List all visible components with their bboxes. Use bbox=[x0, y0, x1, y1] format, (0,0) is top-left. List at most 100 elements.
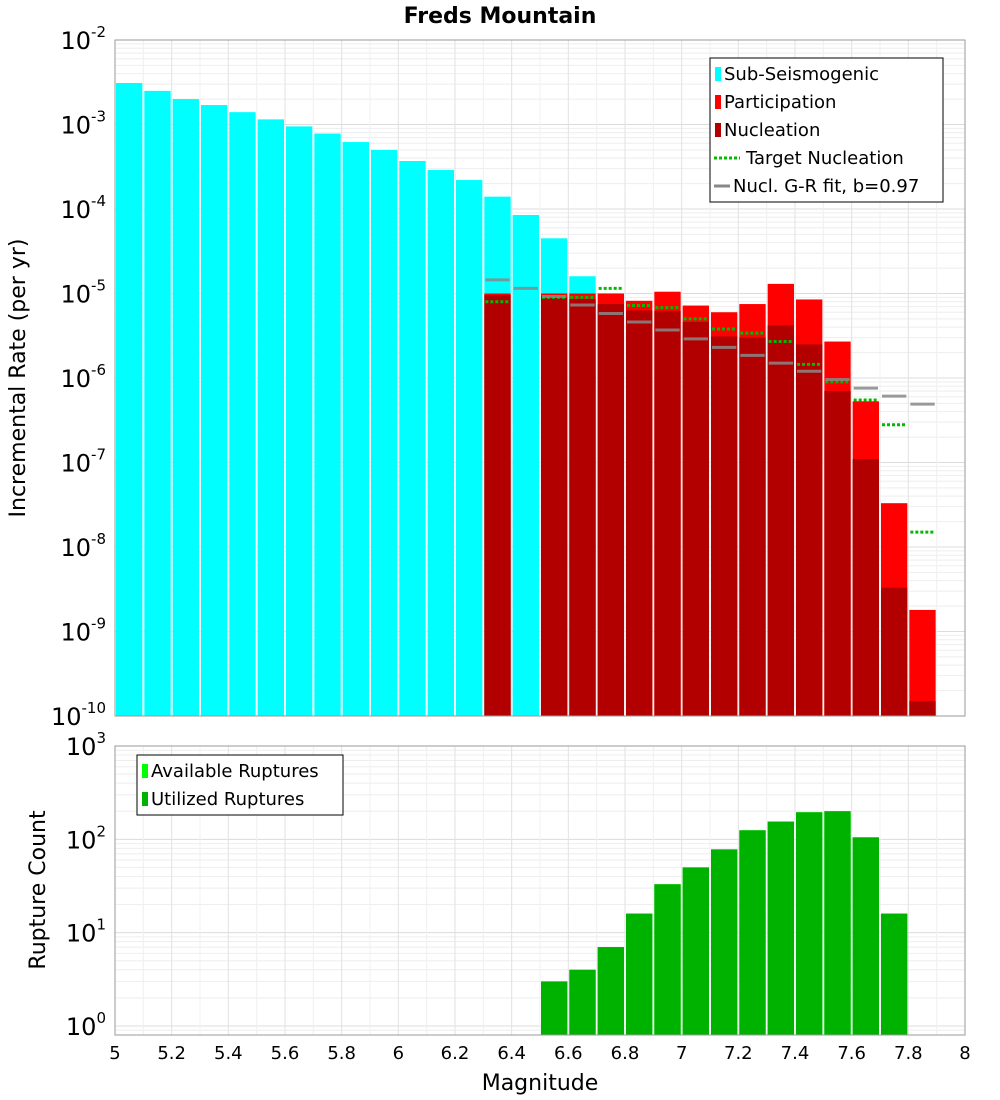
bar bbox=[711, 849, 738, 1035]
top-series-sub-seismogenic bbox=[116, 82, 596, 717]
top-series-nucleation bbox=[484, 294, 936, 716]
bar bbox=[512, 214, 539, 716]
x-tick-label: 8 bbox=[959, 1043, 970, 1064]
x-tick-label: 5 bbox=[109, 1043, 120, 1064]
legend-item: Participation bbox=[715, 92, 836, 113]
bar bbox=[682, 321, 709, 716]
y-tick-label: 10-7 bbox=[60, 446, 106, 478]
bar bbox=[711, 336, 738, 716]
bar bbox=[852, 837, 879, 1035]
bar bbox=[881, 913, 908, 1035]
y-tick-label: 100 bbox=[66, 1009, 106, 1041]
bar bbox=[116, 82, 143, 717]
x-axis-label: Magnitude bbox=[482, 1071, 599, 1096]
y-tick-label: 102 bbox=[66, 822, 106, 854]
legend-label: Sub-Seismogenic bbox=[724, 64, 879, 85]
legend-item: Sub-Seismogenic bbox=[715, 64, 879, 85]
bar bbox=[824, 391, 851, 716]
legend-label: Available Ruptures bbox=[151, 761, 319, 782]
bar bbox=[371, 149, 398, 717]
bar bbox=[314, 133, 341, 716]
x-tick-label: 7.2 bbox=[724, 1043, 753, 1064]
bar bbox=[626, 913, 653, 1035]
y-tick-label: 10-4 bbox=[60, 192, 106, 224]
bar bbox=[172, 99, 199, 716]
y-tick-label: 10-3 bbox=[60, 108, 106, 140]
bottom-plot-frame bbox=[114, 745, 966, 1036]
bar bbox=[456, 180, 483, 716]
x-tick-label: 5.2 bbox=[157, 1043, 186, 1064]
x-tick-label: 5.4 bbox=[214, 1043, 243, 1064]
bar bbox=[597, 304, 624, 716]
x-tick-label: 6.8 bbox=[611, 1043, 640, 1064]
bar bbox=[739, 337, 766, 716]
bottom-legend: Available Ruptures Utilized Ruptures bbox=[136, 754, 344, 816]
bar bbox=[824, 811, 851, 1035]
x-tick-label: 7.6 bbox=[837, 1043, 866, 1064]
x-tick-label: 5.6 bbox=[271, 1043, 300, 1064]
x-tick-label: 6.2 bbox=[441, 1043, 470, 1064]
x-tick-label: 6.4 bbox=[497, 1043, 526, 1064]
y-tick-label: 10-10 bbox=[51, 699, 106, 731]
bar bbox=[881, 587, 908, 716]
x-tick-label: 7.8 bbox=[894, 1043, 923, 1064]
bar bbox=[796, 344, 823, 716]
legend-label: Nucl. G-R fit, b=0.97 bbox=[733, 176, 919, 197]
legend-swatch bbox=[142, 764, 148, 778]
top-series-nucl-g-r-fit-b-0-97 bbox=[485, 278, 935, 406]
bar bbox=[541, 981, 568, 1035]
bar bbox=[626, 310, 653, 716]
top-y-axis-label: Incremental Rate (per yr) bbox=[6, 239, 31, 518]
bar bbox=[229, 112, 256, 717]
bar bbox=[682, 867, 709, 1035]
top-legend: Sub-Seismogenic Participation Nucleation Ta… bbox=[709, 57, 944, 203]
bar bbox=[427, 169, 454, 716]
top-panel: 10-10 10-9 10-8 10-7 10-6 10-5 10-4 10-3 10-2 Sub… bbox=[51, 23, 966, 731]
bar bbox=[909, 701, 936, 716]
legend-item: Utilized Ruptures bbox=[142, 789, 304, 810]
bar bbox=[484, 294, 511, 716]
bar bbox=[909, 609, 936, 716]
bar bbox=[654, 311, 681, 716]
y-tick-label: 10-8 bbox=[60, 530, 106, 562]
bar bbox=[767, 821, 794, 1035]
legend-item: Available Ruptures bbox=[142, 761, 319, 782]
top-plot-frame bbox=[114, 39, 966, 717]
bar bbox=[597, 947, 624, 1035]
legend-item: Target Nucleation bbox=[714, 148, 904, 169]
bottom-legend-box bbox=[136, 754, 344, 816]
legend-label: Target Nucleation bbox=[745, 148, 904, 169]
x-tick-label: 6 bbox=[393, 1043, 404, 1064]
bar bbox=[257, 119, 284, 716]
bar bbox=[739, 830, 766, 1035]
top-legend-box bbox=[709, 57, 944, 203]
chart-title: Freds Mountain bbox=[404, 4, 597, 29]
y-tick-label: 10-9 bbox=[60, 615, 106, 647]
bar bbox=[342, 142, 369, 716]
bar bbox=[569, 969, 596, 1035]
bar bbox=[852, 459, 879, 716]
bar bbox=[286, 126, 313, 717]
y-tick-label: 10-2 bbox=[60, 23, 106, 55]
legend-swatch bbox=[715, 123, 721, 137]
legend-label: Nucleation bbox=[724, 120, 820, 141]
y-tick-label: 10-6 bbox=[60, 361, 106, 393]
bar bbox=[796, 812, 823, 1035]
legend-item: Nucleation bbox=[715, 120, 820, 141]
x-tick-label: 7.4 bbox=[781, 1043, 810, 1064]
x-tick-label: 7 bbox=[676, 1043, 687, 1064]
bar bbox=[144, 90, 171, 716]
y-tick-label: 10-5 bbox=[60, 277, 106, 309]
legend-swatch bbox=[715, 67, 721, 81]
bar bbox=[767, 325, 794, 716]
y-tick-label: 101 bbox=[66, 916, 106, 948]
bottom-series-utilized-ruptures bbox=[541, 811, 908, 1035]
bar bbox=[569, 299, 596, 716]
legend-label: Participation bbox=[724, 92, 836, 113]
bar bbox=[399, 160, 426, 717]
bar bbox=[541, 296, 568, 716]
bar bbox=[201, 105, 228, 716]
bar bbox=[654, 884, 681, 1035]
legend-item: Nucl. G-R fit, b=0.97 bbox=[714, 176, 919, 197]
legend-label: Utilized Ruptures bbox=[151, 789, 304, 810]
